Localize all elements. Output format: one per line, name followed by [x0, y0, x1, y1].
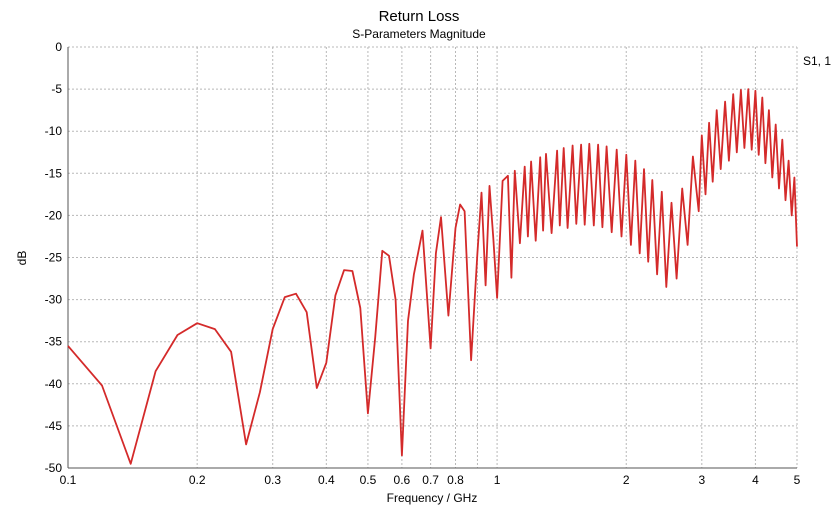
y-tick-label: -40 [45, 377, 63, 391]
x-tick-label: 0.7 [422, 473, 439, 487]
grid-lines [68, 46, 798, 468]
x-tick-label: 5 [794, 473, 801, 487]
x-tick-label: 0.2 [189, 473, 206, 487]
y-tick-label: -30 [45, 293, 63, 307]
y-tick-label: -5 [51, 82, 62, 96]
x-tick-label: 0.8 [447, 473, 464, 487]
x-tick-label: 2 [623, 473, 630, 487]
x-tick-label: 0.6 [394, 473, 411, 487]
tick-labels: 0 -5 -10 -15 -20 -25 -30 -35 -40 -45 -500.1 0.2 0.3 0… [45, 40, 801, 487]
x-tick-label: 3 [698, 473, 705, 487]
x-tick-label: 0.4 [318, 473, 335, 487]
axes [67, 47, 797, 469]
legend-series-label: S1, 1 [803, 54, 831, 68]
y-tick-label: -45 [45, 419, 63, 433]
x-tick-label: 0.3 [264, 473, 281, 487]
chart-subtitle: S-Parameters Magnitude [352, 27, 486, 41]
y-tick-label: -35 [45, 335, 63, 349]
y-tick-label: -20 [45, 208, 63, 222]
x-tick-label: 4 [752, 473, 759, 487]
chart-title: Return Loss [378, 8, 460, 25]
x-tick-label: 0.5 [360, 473, 377, 487]
y-axis-label: dB [15, 251, 29, 266]
y-tick-label: -25 [45, 251, 63, 265]
y-tick-label: -50 [45, 461, 63, 475]
x-tick-label: 0.1 [60, 473, 77, 487]
x-tick-label: 1 [494, 473, 501, 487]
x-axis-label: Frequency / GHz [387, 491, 478, 505]
y-tick-label: -10 [45, 124, 63, 138]
series-lines [67, 88, 798, 465]
series-line-s11 [67, 88, 798, 465]
y-tick-label: 0 [55, 40, 62, 54]
y-tick-label: -15 [45, 166, 63, 180]
